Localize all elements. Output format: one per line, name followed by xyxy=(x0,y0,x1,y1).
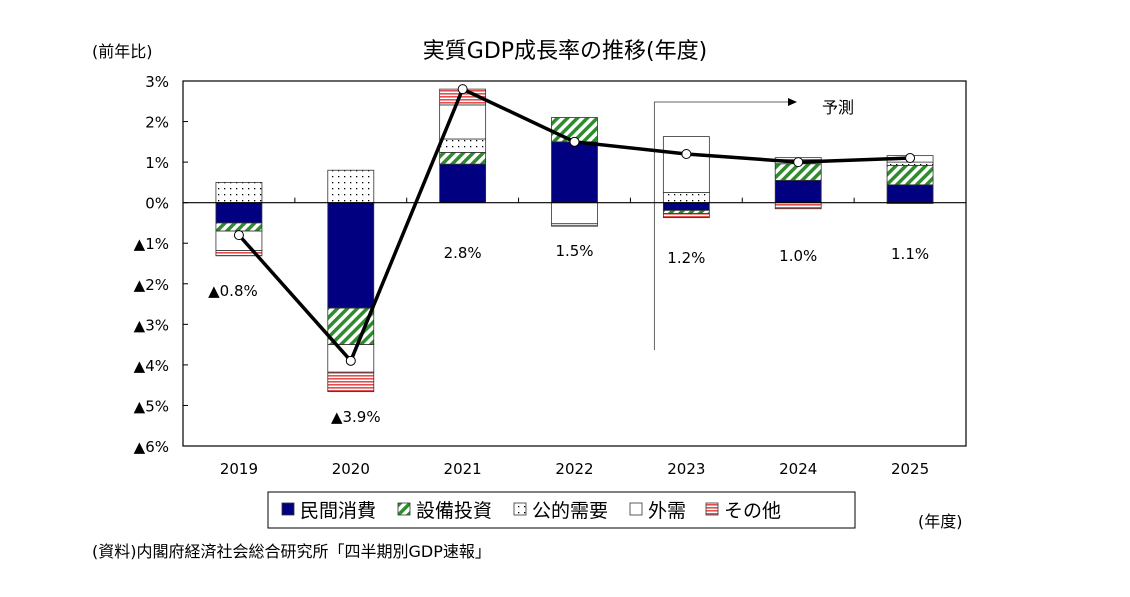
bar-segment-民間消費 xyxy=(327,202,375,309)
line-point xyxy=(457,84,468,95)
bar-segment-その他 xyxy=(662,213,710,219)
legend-label: 外需 xyxy=(648,500,686,522)
bar-segment-民間消費 xyxy=(551,141,598,204)
y-tick-label: 1% xyxy=(145,154,169,172)
legend-label: その他 xyxy=(724,500,781,522)
legend-swatch-その他 xyxy=(705,502,719,516)
x-tick-label: 2023 xyxy=(667,460,705,478)
x-tick-label: 2022 xyxy=(555,460,593,478)
bar-segment-民間消費 xyxy=(774,179,822,204)
x-tick-label: 2021 xyxy=(444,460,482,478)
legend-swatch-公的需要 xyxy=(513,502,527,516)
forecast-bracket-line xyxy=(653,101,790,350)
data-label: ▲3.9% xyxy=(331,408,381,426)
legend-swatch-設備投資 xyxy=(397,502,411,516)
y-tick-label: ▲2% xyxy=(134,276,169,294)
data-label: 2.8% xyxy=(444,244,482,262)
bar-segment-設備投資 xyxy=(886,164,934,186)
bar-segment-公的需要 xyxy=(215,181,263,204)
legend-label: 設備投資 xyxy=(416,500,492,522)
bar-segment-その他 xyxy=(327,371,375,393)
legend-swatch-民間消費 xyxy=(281,502,295,516)
x-tick-label: 2019 xyxy=(220,460,258,478)
x-tick-label: 2020 xyxy=(332,460,370,478)
bar-segment-設備投資 xyxy=(662,209,710,215)
bar-segment-民間消費 xyxy=(886,184,934,204)
bar-segment-民間消費 xyxy=(662,202,710,211)
y-tick-label: 3% xyxy=(145,73,169,91)
legend: 民間消費 設備投資 公的需要 外需 その他 xyxy=(267,491,856,529)
chart-title: 実質GDP成長率の推移(年度) xyxy=(423,39,707,64)
data-label: ▲0.8% xyxy=(208,282,258,300)
bar-segment-外需 xyxy=(439,104,487,140)
line-point xyxy=(793,157,804,168)
line-point xyxy=(681,149,692,159)
y-tick-label: ▲1% xyxy=(134,235,169,253)
plot-frame xyxy=(182,80,967,447)
data-label: 1.1% xyxy=(891,245,929,263)
bar-segment-外需 xyxy=(662,136,710,193)
y-tick-label: ▲4% xyxy=(134,357,169,375)
bar-segment-その他 xyxy=(774,202,822,210)
y-axis-label: (前年比) xyxy=(92,42,153,61)
bar-segment-その他 xyxy=(551,223,598,227)
data-label: 1.2% xyxy=(667,249,705,267)
forecast-label: 予測 xyxy=(822,98,854,117)
bar-segment-公的需要 xyxy=(327,169,375,204)
bar-segment-設備投資 xyxy=(215,222,263,232)
legend-box xyxy=(267,491,856,529)
line-point xyxy=(345,355,356,366)
source-note: (資料)内閣府経済社会総合研究所「四半期別GDP速報」 xyxy=(92,542,491,561)
x-axis-unit-label: (年度) xyxy=(918,512,963,531)
legend-swatch-外需 xyxy=(629,502,643,516)
x-tick-label: 2024 xyxy=(779,460,817,478)
bar-segment-設備投資 xyxy=(439,151,487,165)
bar-segment-公的需要 xyxy=(662,192,710,204)
x-tick-label: 2025 xyxy=(891,460,929,478)
bar-segment-設備投資 xyxy=(327,307,375,346)
line-point xyxy=(233,230,244,241)
data-label: 1.5% xyxy=(555,242,593,260)
bar-segment-その他 xyxy=(215,250,263,257)
bar-segment-民間消費 xyxy=(215,202,263,224)
bar-segment-公的需要 xyxy=(439,138,487,153)
y-tick-label: ▲6% xyxy=(134,438,169,456)
data-label: 1.0% xyxy=(779,247,817,265)
legend-label: 公的需要 xyxy=(532,500,608,522)
line-point xyxy=(905,153,916,164)
y-tick-label: ▲5% xyxy=(134,397,169,415)
forecast-arrow-icon xyxy=(788,98,797,106)
bar-segment-外需 xyxy=(551,202,598,225)
legend-label: 民間消費 xyxy=(300,500,376,522)
line-point xyxy=(569,136,580,147)
y-tick-label: ▲3% xyxy=(134,316,169,334)
y-tick-label: 0% xyxy=(145,195,169,213)
bar-segment-民間消費 xyxy=(439,163,487,204)
y-tick-label: 2% xyxy=(145,114,169,132)
